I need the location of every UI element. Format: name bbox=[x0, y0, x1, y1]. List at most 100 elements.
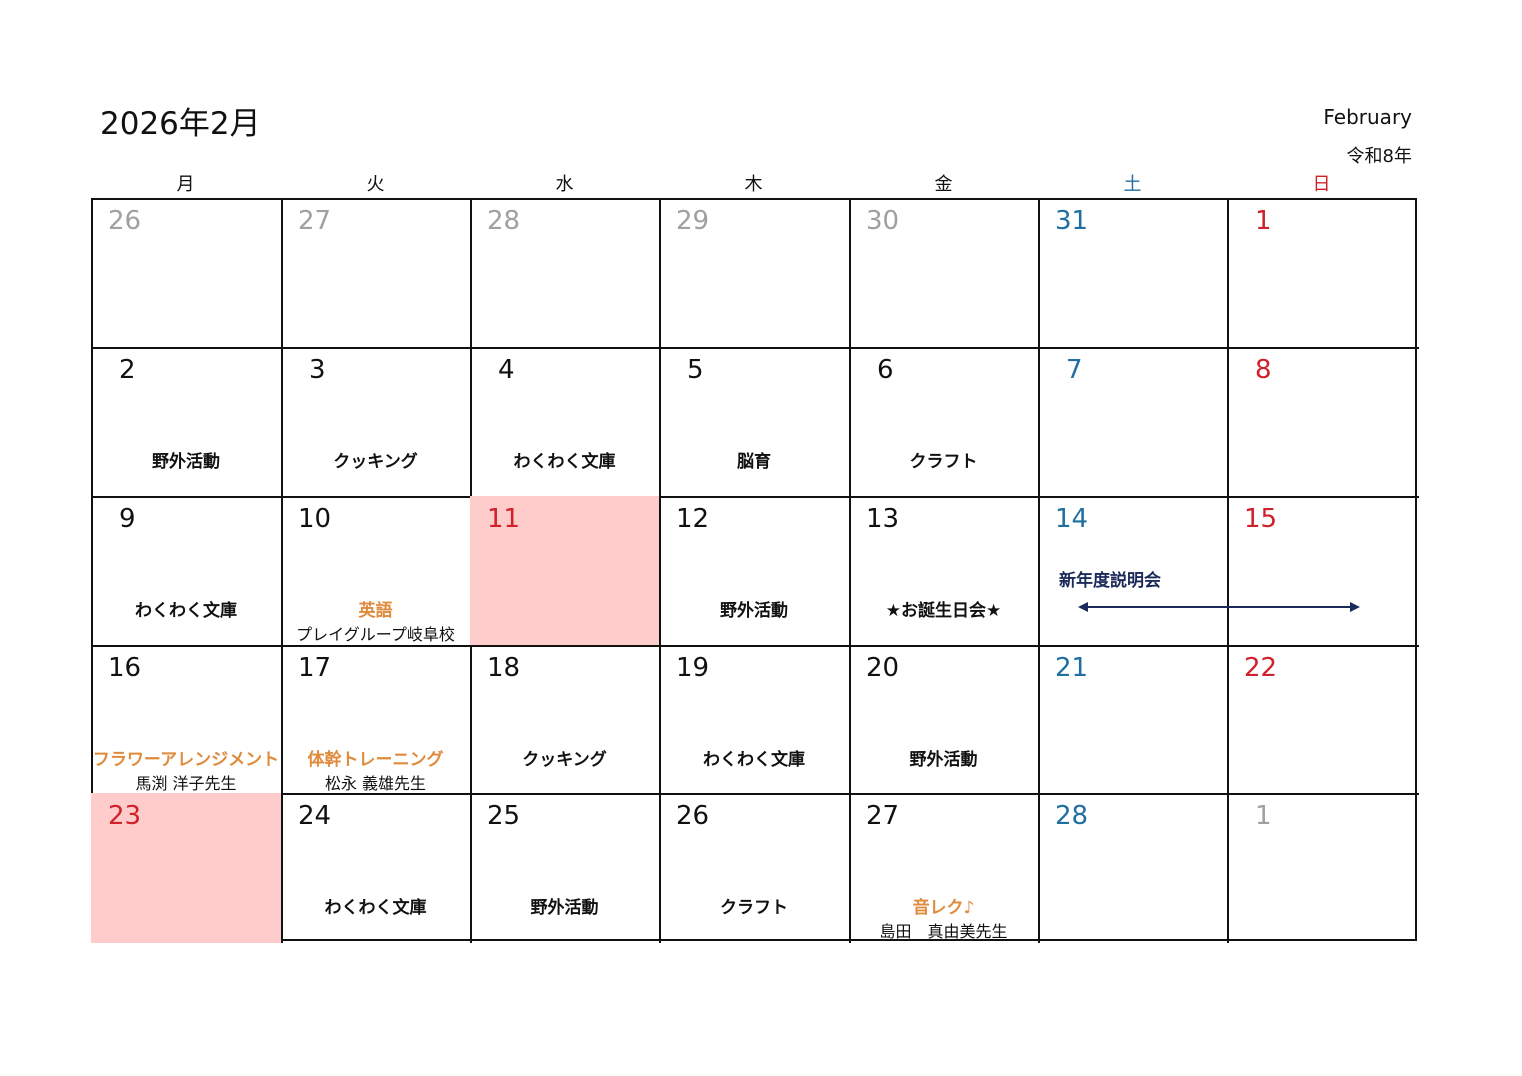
day-cell[interactable]: 25 野外活動 bbox=[470, 793, 661, 943]
span-event-label: 新年度説明会 bbox=[1059, 571, 1161, 591]
day-number: 27 bbox=[298, 206, 332, 236]
day-cell[interactable]: 22 bbox=[1227, 645, 1419, 795]
day-number: 26 bbox=[108, 206, 142, 236]
weekday-label: 月 bbox=[176, 174, 195, 195]
day-cell[interactable]: 6 クラフト bbox=[849, 347, 1040, 498]
day-cell[interactable]: 17 体幹トレーニング 松永 義雄先生 bbox=[281, 645, 472, 795]
day-cell[interactable]: 27 bbox=[281, 198, 472, 349]
day-cell[interactable]: 1 bbox=[1227, 198, 1419, 349]
day-number: 6 bbox=[877, 355, 894, 385]
day-number: 24 bbox=[298, 801, 332, 831]
month-english: February bbox=[1323, 105, 1412, 129]
event-label: フラワーアレンジメント bbox=[92, 750, 280, 770]
day-cell[interactable]: 7 bbox=[1038, 347, 1229, 498]
event-label: クッキング bbox=[333, 452, 418, 472]
day-number: 23 bbox=[108, 801, 142, 831]
day-cell[interactable]: 28 bbox=[1038, 793, 1229, 943]
japanese-era-year: 令和8年 bbox=[1346, 146, 1412, 167]
event-label: 音レク♪ bbox=[912, 898, 975, 918]
day-number: 28 bbox=[487, 206, 521, 236]
day-number: 21 bbox=[1055, 653, 1089, 683]
day-number: 25 bbox=[487, 801, 521, 831]
day-cell[interactable]: 1 bbox=[1227, 793, 1419, 943]
day-cell[interactable]: 4 わくわく文庫 bbox=[470, 347, 661, 498]
day-cell[interactable]: 24 わくわく文庫 bbox=[281, 793, 472, 943]
day-number: 3 bbox=[309, 355, 326, 385]
calendar-grid: 26 27 28 29 30 31 1 2 野外活動 3 クッキング 4 わくわく文庫 5 脳育 6 クラフト 7… bbox=[91, 198, 1419, 943]
day-cell[interactable]: 14 bbox=[1038, 496, 1229, 647]
day-cell[interactable]: 2 野外活動 bbox=[91, 347, 283, 498]
event-label: 野外活動 bbox=[909, 750, 978, 770]
day-number: 12 bbox=[676, 504, 710, 534]
event-label: 野外活動 bbox=[530, 898, 599, 918]
day-cell[interactable]: 9 わくわく文庫 bbox=[91, 496, 283, 647]
event-instructor: 松永 義雄先生 bbox=[324, 774, 427, 793]
day-cell[interactable]: 19 わくわく文庫 bbox=[659, 645, 851, 795]
day-cell[interactable]: 31 bbox=[1038, 198, 1229, 349]
day-number: 1 bbox=[1255, 206, 1272, 236]
calendar-title: 2026年2月 bbox=[100, 106, 261, 142]
day-cell[interactable]: 28 bbox=[470, 198, 661, 349]
weekday-label: 日 bbox=[1312, 174, 1331, 195]
event-label: わくわく文庫 bbox=[135, 601, 237, 621]
day-number: 20 bbox=[866, 653, 900, 683]
day-number: 11 bbox=[487, 504, 521, 534]
day-number: 10 bbox=[298, 504, 332, 534]
day-number: 2 bbox=[119, 355, 136, 385]
day-cell[interactable]: 26 クラフト bbox=[659, 793, 851, 943]
day-cell[interactable]: 23 bbox=[91, 793, 283, 943]
day-cell[interactable]: 30 bbox=[849, 198, 1040, 349]
day-cell[interactable]: 26 bbox=[91, 198, 283, 349]
event-label: クラフト bbox=[909, 452, 978, 472]
day-cell[interactable]: 3 クッキング bbox=[281, 347, 472, 498]
day-number: 15 bbox=[1244, 504, 1278, 534]
day-cell[interactable]: 11 bbox=[470, 496, 661, 647]
day-cell[interactable]: 20 野外活動 bbox=[849, 645, 1040, 795]
day-cell[interactable]: 10 英語プレイグループ岐阜校 bbox=[281, 496, 472, 647]
event-label: 野外活動 bbox=[720, 601, 788, 621]
day-number: 29 bbox=[676, 206, 710, 236]
day-cell[interactable]: 29 bbox=[659, 198, 851, 349]
event-label: 体幹トレーニング bbox=[307, 750, 444, 770]
day-cell[interactable]: 15 bbox=[1227, 496, 1419, 647]
event-label: ★お誕生日会★ bbox=[885, 601, 1002, 621]
day-number: 18 bbox=[487, 653, 521, 683]
day-cell[interactable]: 27 音レク♪ 島田 真由美先生 bbox=[849, 793, 1040, 943]
weekday-label: 火 bbox=[366, 174, 385, 195]
day-number: 13 bbox=[866, 504, 900, 534]
day-cell[interactable]: 12 野外活動 bbox=[659, 496, 851, 647]
day-number: 16 bbox=[108, 653, 142, 683]
day-number: 9 bbox=[119, 504, 136, 534]
day-number: 17 bbox=[298, 653, 332, 683]
event-label: 野外活動 bbox=[152, 452, 220, 472]
event-label: クッキング bbox=[522, 750, 607, 770]
day-cell[interactable]: 8 bbox=[1227, 347, 1419, 498]
day-number: 1 bbox=[1255, 801, 1272, 831]
event-label: クラフト bbox=[720, 898, 788, 918]
event-label: わくわく文庫 bbox=[513, 452, 616, 472]
day-number: 26 bbox=[676, 801, 710, 831]
weekday-label: 金 bbox=[934, 174, 953, 195]
day-cell[interactable]: 13 ★お誕生日会★ bbox=[849, 496, 1040, 647]
event-label: 脳育 bbox=[737, 452, 771, 472]
day-number: 4 bbox=[498, 355, 515, 385]
event-instructor: 馬渕 洋子先生 bbox=[135, 774, 237, 793]
event-instructor: プレイグループ岐阜校 bbox=[296, 625, 455, 644]
day-cell[interactable]: 16 フラワーアレンジメント 馬渕 洋子先生 bbox=[91, 645, 283, 795]
event-label: わくわく文庫 bbox=[703, 750, 805, 770]
day-cell[interactable]: 18 クッキング bbox=[470, 645, 661, 795]
day-number: 31 bbox=[1055, 206, 1089, 236]
weekday-label: 水 bbox=[555, 174, 574, 195]
weekday-label: 土 bbox=[1123, 174, 1142, 195]
event-label: 英語 bbox=[358, 601, 393, 621]
event-label: わくわく文庫 bbox=[324, 898, 427, 918]
event-instructor: 島田 真由美先生 bbox=[879, 922, 1008, 941]
day-number: 22 bbox=[1244, 653, 1278, 683]
day-cell[interactable]: 21 bbox=[1038, 645, 1229, 795]
day-number: 19 bbox=[676, 653, 710, 683]
weekday-label: 木 bbox=[744, 174, 763, 195]
day-cell[interactable]: 5 脳育 bbox=[659, 347, 851, 498]
day-number: 7 bbox=[1066, 355, 1083, 385]
day-number: 5 bbox=[687, 355, 704, 385]
